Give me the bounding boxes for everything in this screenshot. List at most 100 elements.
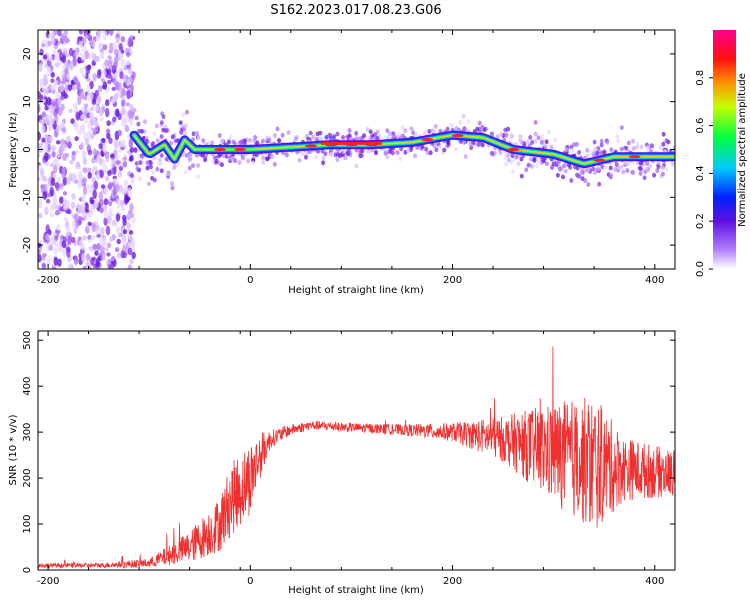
- spread-dot: [196, 163, 201, 168]
- noise-dot: [91, 99, 97, 105]
- spread-dot: [354, 130, 359, 136]
- noise-dot: [41, 137, 46, 143]
- noise-dot: [131, 216, 136, 224]
- spread-dot: [540, 134, 545, 139]
- spread-dot: [591, 166, 596, 172]
- noise-dot: [55, 181, 60, 192]
- spread-dot: [539, 140, 544, 145]
- spread-dot: [185, 109, 189, 115]
- spread-dot: [399, 134, 404, 139]
- noise-dot: [125, 101, 130, 107]
- noise-dot: [123, 66, 128, 71]
- spread-dot: [445, 126, 450, 132]
- noise-dot: [107, 214, 112, 225]
- spread-dot: [365, 126, 370, 132]
- spread-dot: [546, 129, 551, 135]
- y-tick-label: 0: [22, 146, 33, 152]
- spread-dot: [347, 128, 352, 133]
- noise-dot: [38, 164, 43, 171]
- spread-dot: [152, 177, 157, 183]
- noise-dot: [49, 186, 54, 195]
- spread-dot: [267, 137, 272, 143]
- spread-dot: [308, 130, 313, 136]
- noise-dot: [71, 151, 76, 156]
- noise-dot: [59, 83, 65, 93]
- spread-dot: [413, 153, 418, 159]
- spread-dot: [386, 134, 391, 140]
- colorbar-tick-label: 0.4: [695, 165, 706, 181]
- noise-dot: [107, 183, 113, 190]
- spread-dot: [469, 145, 474, 151]
- noise-dot: [45, 233, 50, 241]
- spread-dot: [453, 146, 458, 152]
- ridge-peak: [507, 147, 520, 152]
- noise-dot: [94, 198, 99, 209]
- noise-dot: [119, 71, 124, 80]
- spread-dot: [621, 169, 626, 175]
- noise-dot: [44, 105, 49, 111]
- noise-dot: [92, 166, 97, 173]
- spread-dot: [391, 131, 396, 137]
- spread-dot: [599, 142, 604, 148]
- noise-dot: [46, 144, 51, 153]
- noise-dot: [87, 120, 93, 131]
- noise-dot: [41, 43, 46, 48]
- ridge-peak: [421, 138, 434, 142]
- spread-dot: [305, 150, 310, 156]
- colorbar: 0.0 0.2 0.4 0.6 0.8 Normalized spectral ampl…: [695, 30, 748, 277]
- noise-dot: [72, 84, 77, 92]
- spread-dot: [592, 170, 597, 176]
- noise-dot: [109, 30, 114, 36]
- spread-dot: [424, 146, 429, 152]
- spread-dot: [458, 120, 463, 125]
- spread-dot: [438, 144, 442, 150]
- noise-dot: [122, 156, 127, 161]
- spread-dot: [188, 152, 192, 158]
- spread-dot: [433, 124, 438, 129]
- noise-dot: [106, 260, 111, 265]
- spread-dot: [635, 145, 640, 150]
- noise-dot: [103, 198, 109, 206]
- noise-dot: [110, 256, 116, 262]
- spread-dot: [284, 152, 289, 158]
- spread-dot: [503, 127, 508, 133]
- noise-dot: [95, 224, 100, 231]
- x-tick-label: 200: [443, 275, 462, 286]
- spread-dot: [321, 155, 326, 161]
- noise-dot: [95, 229, 100, 235]
- noise-dot: [41, 254, 46, 261]
- snr-y-label: SNR (10 * v/v): [8, 414, 19, 485]
- spread-dot: [294, 135, 299, 140]
- noise-dot: [89, 80, 94, 90]
- y-tick-label: 200: [22, 469, 33, 488]
- spread-dot: [613, 167, 618, 172]
- noise-dot: [38, 153, 41, 158]
- noise-dot: [115, 153, 120, 161]
- spread-dot: [427, 129, 432, 134]
- spread-dot: [466, 119, 471, 124]
- noise-dot: [50, 72, 55, 78]
- colorbar-ticks: 0.0 0.2 0.4 0.6 0.8: [695, 70, 713, 277]
- spread-dot: [555, 172, 560, 178]
- x-tick-label: 400: [645, 275, 664, 286]
- noise-dot: [73, 75, 78, 83]
- noise-dot: [113, 55, 119, 63]
- ridge-peak: [593, 158, 606, 162]
- noise-dot: [64, 60, 69, 68]
- noise-dot: [92, 72, 97, 83]
- spread-dot: [615, 134, 620, 139]
- spread-dot: [533, 131, 538, 137]
- y-tick-label: 500: [22, 331, 33, 350]
- spread-dot: [614, 162, 619, 167]
- spread-dot: [250, 160, 255, 166]
- noise-dot: [71, 236, 76, 244]
- noise-dot: [78, 40, 84, 49]
- colorbar-tick-label: 0.6: [695, 118, 706, 134]
- spread-dot: [562, 163, 567, 169]
- spread-dot: [528, 135, 533, 140]
- noise-dot: [41, 175, 47, 182]
- noise-dot: [115, 108, 120, 118]
- spread-dot: [206, 140, 211, 146]
- spread-dot: [304, 154, 308, 160]
- spread-dot: [511, 169, 516, 174]
